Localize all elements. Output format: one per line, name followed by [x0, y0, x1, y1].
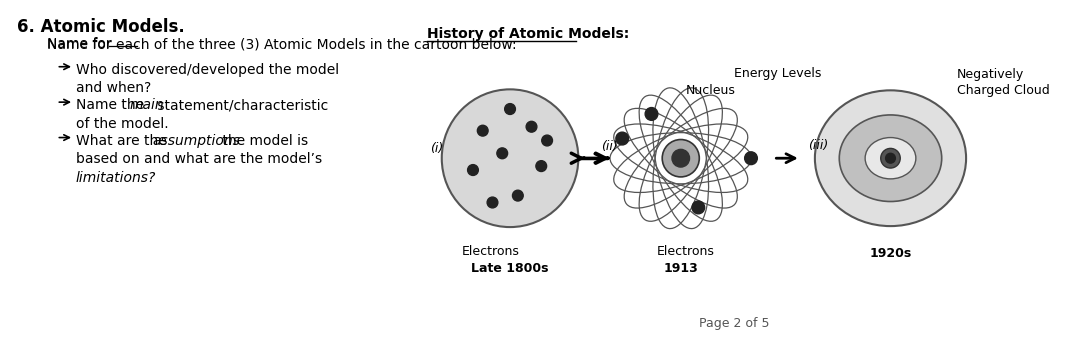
Text: 1920s: 1920s	[870, 247, 911, 260]
Ellipse shape	[840, 115, 941, 201]
Text: 6. Atomic Models.: 6. Atomic Models.	[17, 17, 185, 36]
Text: Nucleus: Nucleus	[685, 84, 736, 97]
Text: Electrons: Electrons	[462, 245, 519, 258]
Text: assumptions: assumptions	[153, 134, 241, 147]
Text: Page 2 of 5: Page 2 of 5	[699, 317, 770, 330]
Circle shape	[478, 125, 488, 136]
Circle shape	[497, 148, 508, 159]
Text: based on and what are the model’s: based on and what are the model’s	[76, 152, 322, 166]
Text: (ii): (ii)	[601, 140, 618, 153]
Circle shape	[880, 149, 901, 168]
Text: Negatively
Charged Cloud: Negatively Charged Cloud	[956, 68, 1050, 97]
Text: and when?: and when?	[76, 82, 151, 95]
Circle shape	[542, 135, 553, 146]
Text: (iii): (iii)	[808, 139, 828, 152]
Circle shape	[504, 104, 515, 115]
Text: Name for each of the three (3) Atomic Models in the cartoon below:: Name for each of the three (3) Atomic Mo…	[47, 37, 516, 51]
Circle shape	[487, 197, 498, 208]
Circle shape	[468, 165, 479, 175]
Text: Who discovered/developed the model: Who discovered/developed the model	[76, 63, 340, 77]
Circle shape	[886, 153, 895, 163]
Text: History of Atomic Models:: History of Atomic Models:	[427, 27, 630, 42]
Circle shape	[526, 121, 537, 132]
Circle shape	[645, 108, 658, 120]
Text: Energy Levels: Energy Levels	[735, 67, 821, 80]
Text: the model is: the model is	[217, 134, 307, 147]
Circle shape	[616, 132, 629, 145]
Circle shape	[692, 201, 705, 214]
Text: (i): (i)	[431, 142, 443, 155]
Text: What are the: What are the	[76, 134, 171, 147]
Text: Electrons: Electrons	[657, 245, 714, 258]
Circle shape	[536, 161, 546, 172]
Text: limitations?: limitations?	[76, 171, 156, 185]
Ellipse shape	[815, 90, 966, 226]
Text: Name for: Name for	[47, 37, 116, 51]
Text: 1913: 1913	[663, 261, 698, 274]
Circle shape	[662, 140, 699, 177]
Circle shape	[513, 190, 524, 201]
Text: of the model.: of the model.	[76, 117, 168, 131]
Text: main: main	[130, 98, 164, 112]
Circle shape	[441, 90, 578, 227]
Text: Late 1800s: Late 1800s	[471, 261, 548, 274]
Circle shape	[672, 149, 690, 167]
Circle shape	[744, 152, 757, 165]
Text: statement/characteristic: statement/characteristic	[153, 98, 328, 112]
Text: Name the: Name the	[76, 98, 149, 112]
Ellipse shape	[865, 138, 916, 179]
